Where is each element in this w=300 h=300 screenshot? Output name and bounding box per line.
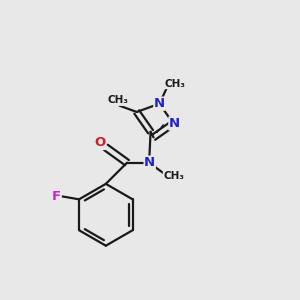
Text: CH₃: CH₃	[108, 95, 129, 105]
Text: CH₃: CH₃	[165, 79, 186, 88]
Text: F: F	[52, 190, 61, 203]
Text: N: N	[169, 117, 180, 130]
Text: N: N	[144, 156, 155, 169]
Text: N: N	[154, 97, 165, 110]
Text: CH₃: CH₃	[164, 171, 184, 181]
Text: O: O	[94, 136, 106, 149]
